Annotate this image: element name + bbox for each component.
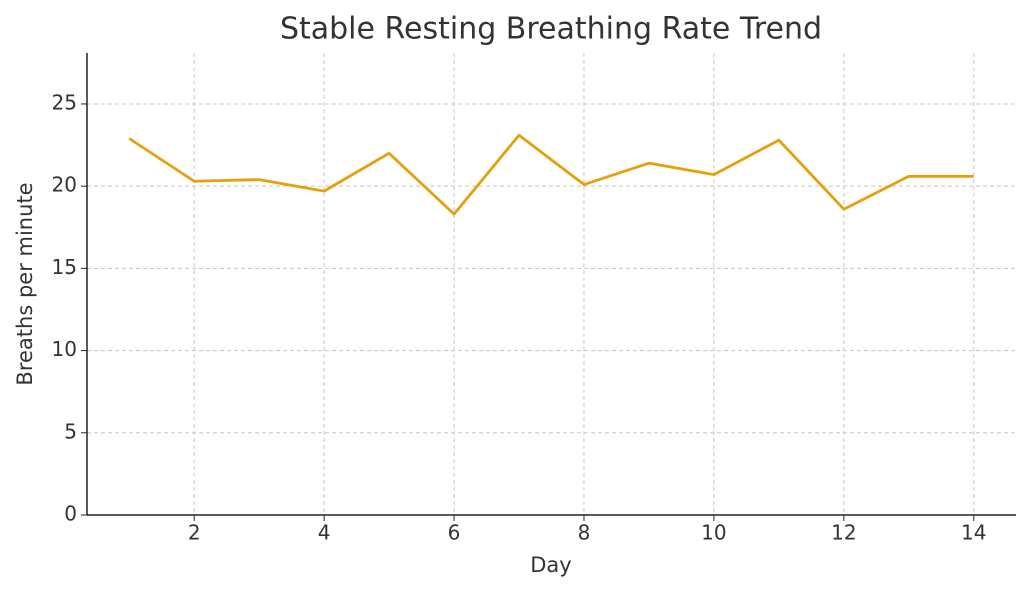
y-axis-label: Breaths per minute <box>13 182 37 385</box>
y-tick-label: 10 <box>52 337 77 361</box>
x-axis-label: Day <box>530 553 571 577</box>
x-tick-label: 12 <box>831 521 856 545</box>
x-tick-label: 14 <box>961 521 986 545</box>
y-tick-label: 25 <box>52 90 77 114</box>
x-tick-label: 10 <box>701 521 726 545</box>
x-tick-label: 8 <box>578 521 591 545</box>
y-tick-label: 20 <box>52 173 77 197</box>
x-tick-label: 2 <box>188 521 201 545</box>
y-tick-label: 0 <box>64 502 77 526</box>
x-tick-label: 6 <box>448 521 461 545</box>
x-tick-label: 4 <box>318 521 331 545</box>
chart-title: Stable Resting Breathing Rate Trend <box>280 12 822 47</box>
y-tick-label: 15 <box>52 255 77 279</box>
data-line <box>128 133 974 216</box>
y-tick-label: 5 <box>64 419 77 443</box>
